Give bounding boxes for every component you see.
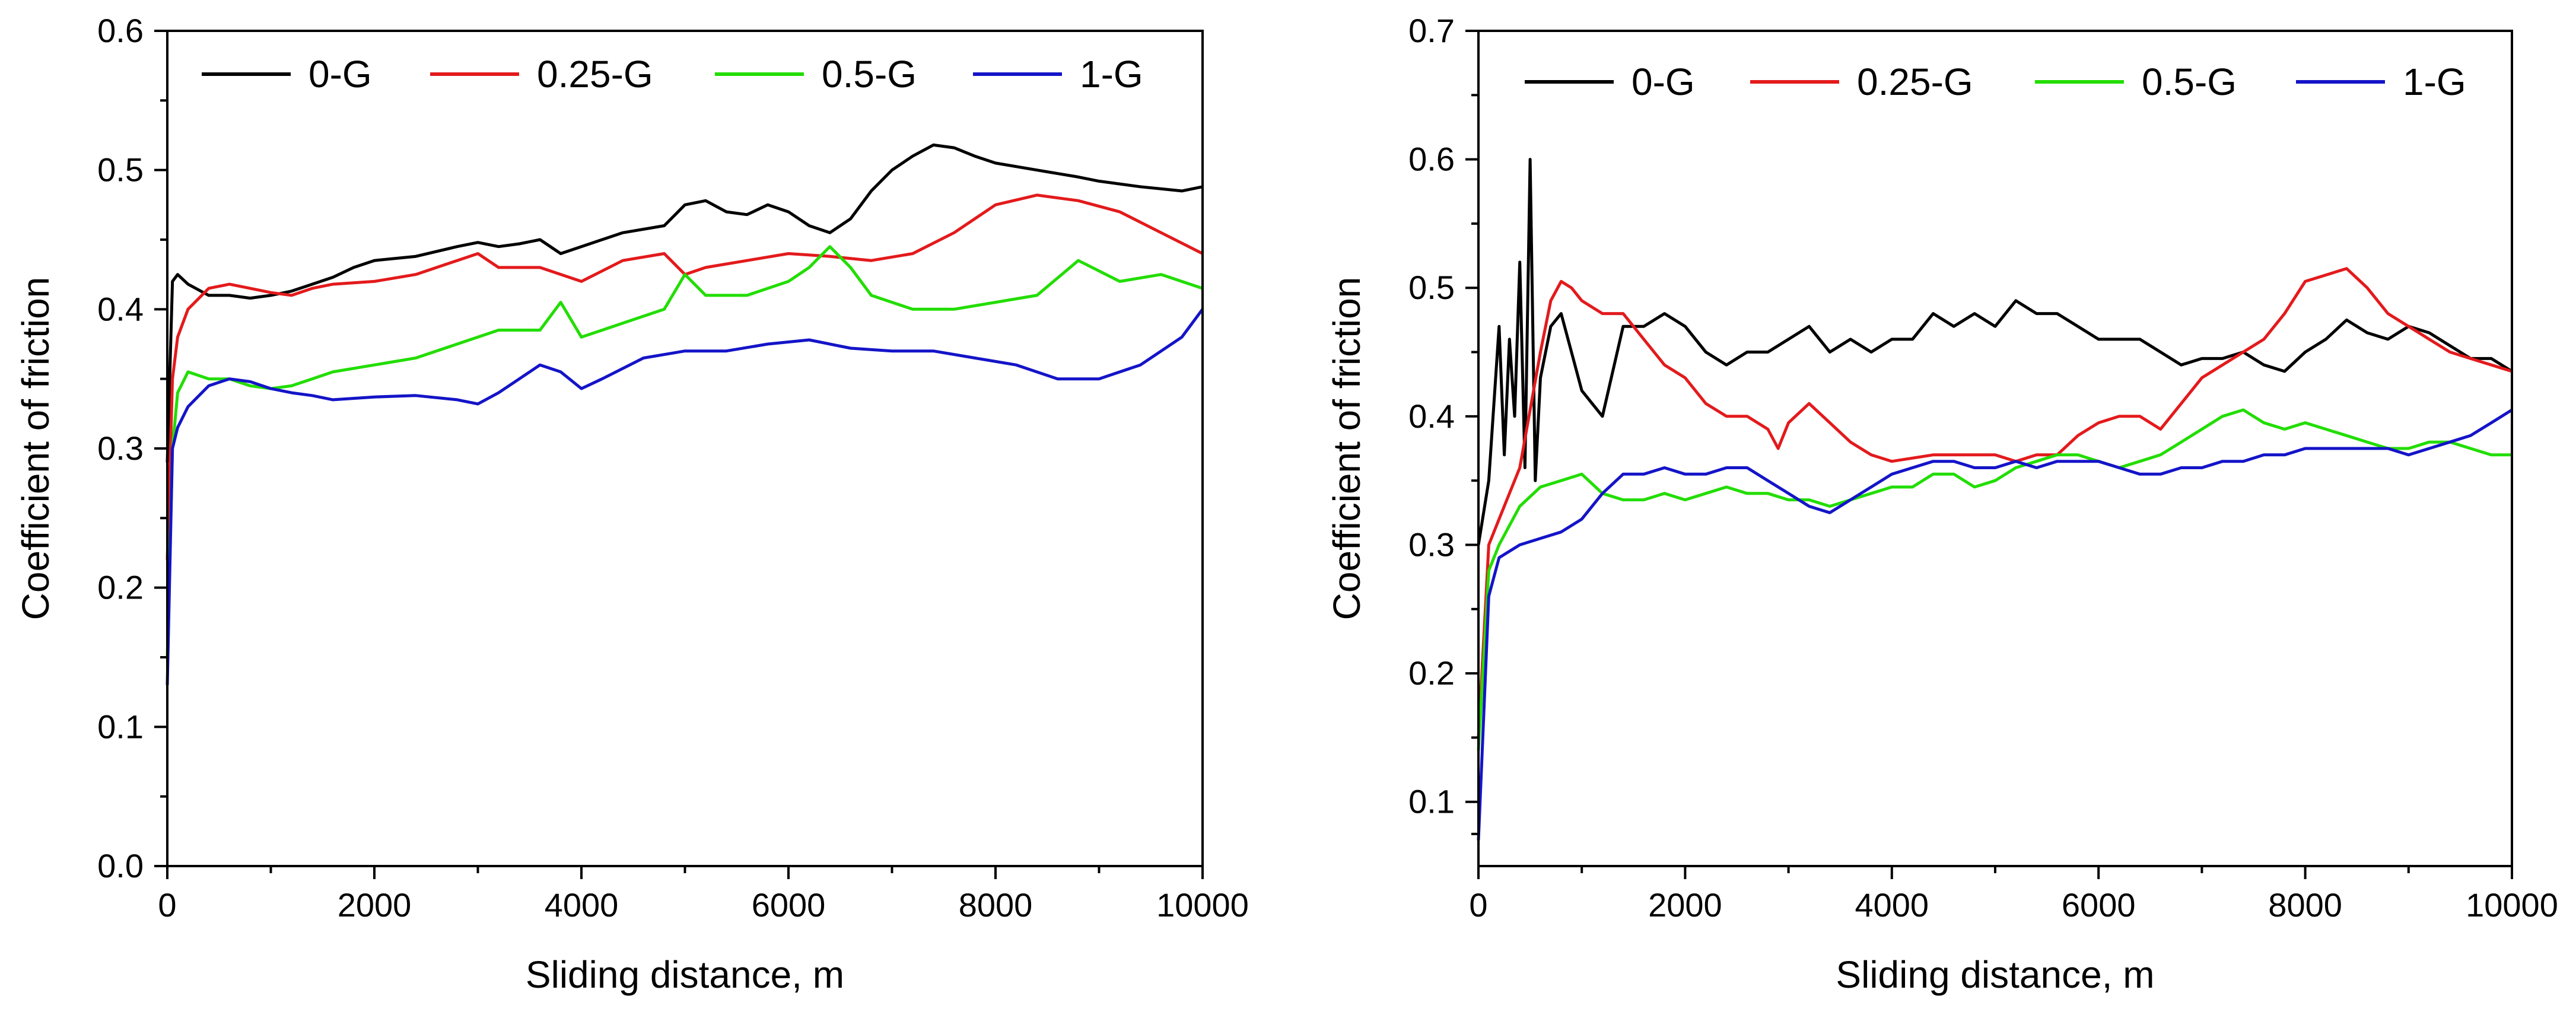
- y-tick-label: 0.4: [1408, 397, 1455, 435]
- x-tick-label: 10000: [2466, 886, 2558, 924]
- series-line-0.5-G: [1477, 408, 2512, 751]
- y-tick-label: 0.4: [97, 290, 144, 327]
- y-tick-label: 0.7: [1408, 12, 1455, 49]
- y-tick-label: 0.5: [1408, 269, 1455, 306]
- series-line-0.25-G: [166, 193, 1204, 560]
- x-tick-label: 4000: [545, 886, 619, 924]
- plot-frame: [166, 30, 1204, 867]
- series-line-1-G: [1477, 408, 2513, 841]
- x-axis-title: Sliding distance, m: [526, 953, 844, 996]
- x-tick-label: 6000: [2062, 886, 2136, 924]
- x-tick-label: 10000: [1156, 886, 1249, 924]
- y-tick-label: 0.1: [1408, 783, 1455, 820]
- x-tick-label: 8000: [959, 886, 1033, 924]
- x-axis-title: Sliding distance, m: [1836, 953, 2154, 996]
- legend-label-0.25-G: 0.25-G: [1857, 61, 1973, 103]
- legend-label-0-G: 0-G: [1632, 61, 1695, 103]
- y-tick-label: 0.3: [97, 429, 144, 467]
- x-tick-label: 4000: [1855, 886, 1929, 924]
- legend-label-1-G: 1-G: [2403, 61, 2466, 103]
- series-group: [1477, 158, 2513, 841]
- legend-label-0.25-G: 0.25-G: [537, 53, 653, 96]
- chart-right: 0 2000 4000 6000 8000 10000 0.1 0.2 0.3 0.4 0.5 0.6…: [1325, 12, 2558, 996]
- series-line-1-G: [166, 308, 1204, 685]
- x-tick-label: 6000: [752, 886, 826, 924]
- legend: 0-G 0.25-G 0.5-G 1-G: [1525, 61, 2466, 103]
- series-line-0.5-G: [166, 245, 1203, 658]
- x-tick-label: 0: [1469, 886, 1487, 924]
- y-tick-label: 0.5: [97, 151, 144, 189]
- y-tick-label: 0.0: [97, 847, 144, 884]
- y-tick-label: 0.1: [97, 708, 144, 745]
- legend-label-0.5-G: 0.5-G: [822, 53, 917, 96]
- y-tick-label: 0.6: [97, 12, 144, 49]
- x-tick-label: 2000: [1648, 886, 1722, 924]
- y-tick-label: 0.3: [1408, 526, 1455, 563]
- series-line-0.25-G: [1477, 267, 2513, 738]
- series-line-0-G: [1477, 158, 2513, 545]
- legend: 0-G 0.25-G 0.5-G 1-G: [202, 53, 1143, 96]
- legend-label-1-G: 1-G: [1080, 53, 1143, 96]
- x-tick-label: 0: [158, 886, 176, 924]
- y-tick-label: 0.2: [1408, 654, 1455, 692]
- chart-left: 0 2000 4000 6000 8000 10000 0.0 0.1 0.2 0.3 0.4 0.5…: [14, 12, 1249, 996]
- legend-label-0.5-G: 0.5-G: [2142, 61, 2237, 103]
- x-tick-label: 2000: [338, 886, 412, 924]
- series-group: [166, 143, 1204, 685]
- y-tick-label: 0.2: [97, 569, 144, 606]
- legend-label-0-G: 0-G: [309, 53, 372, 96]
- y-tick-label: 0.6: [1408, 141, 1455, 178]
- y-axis-title: Coefficient of friction: [14, 277, 57, 620]
- x-tick-label: 8000: [2268, 886, 2342, 924]
- series-line-0-G: [166, 143, 1203, 463]
- y-axis-title: Coefficient of friction: [1325, 277, 1368, 620]
